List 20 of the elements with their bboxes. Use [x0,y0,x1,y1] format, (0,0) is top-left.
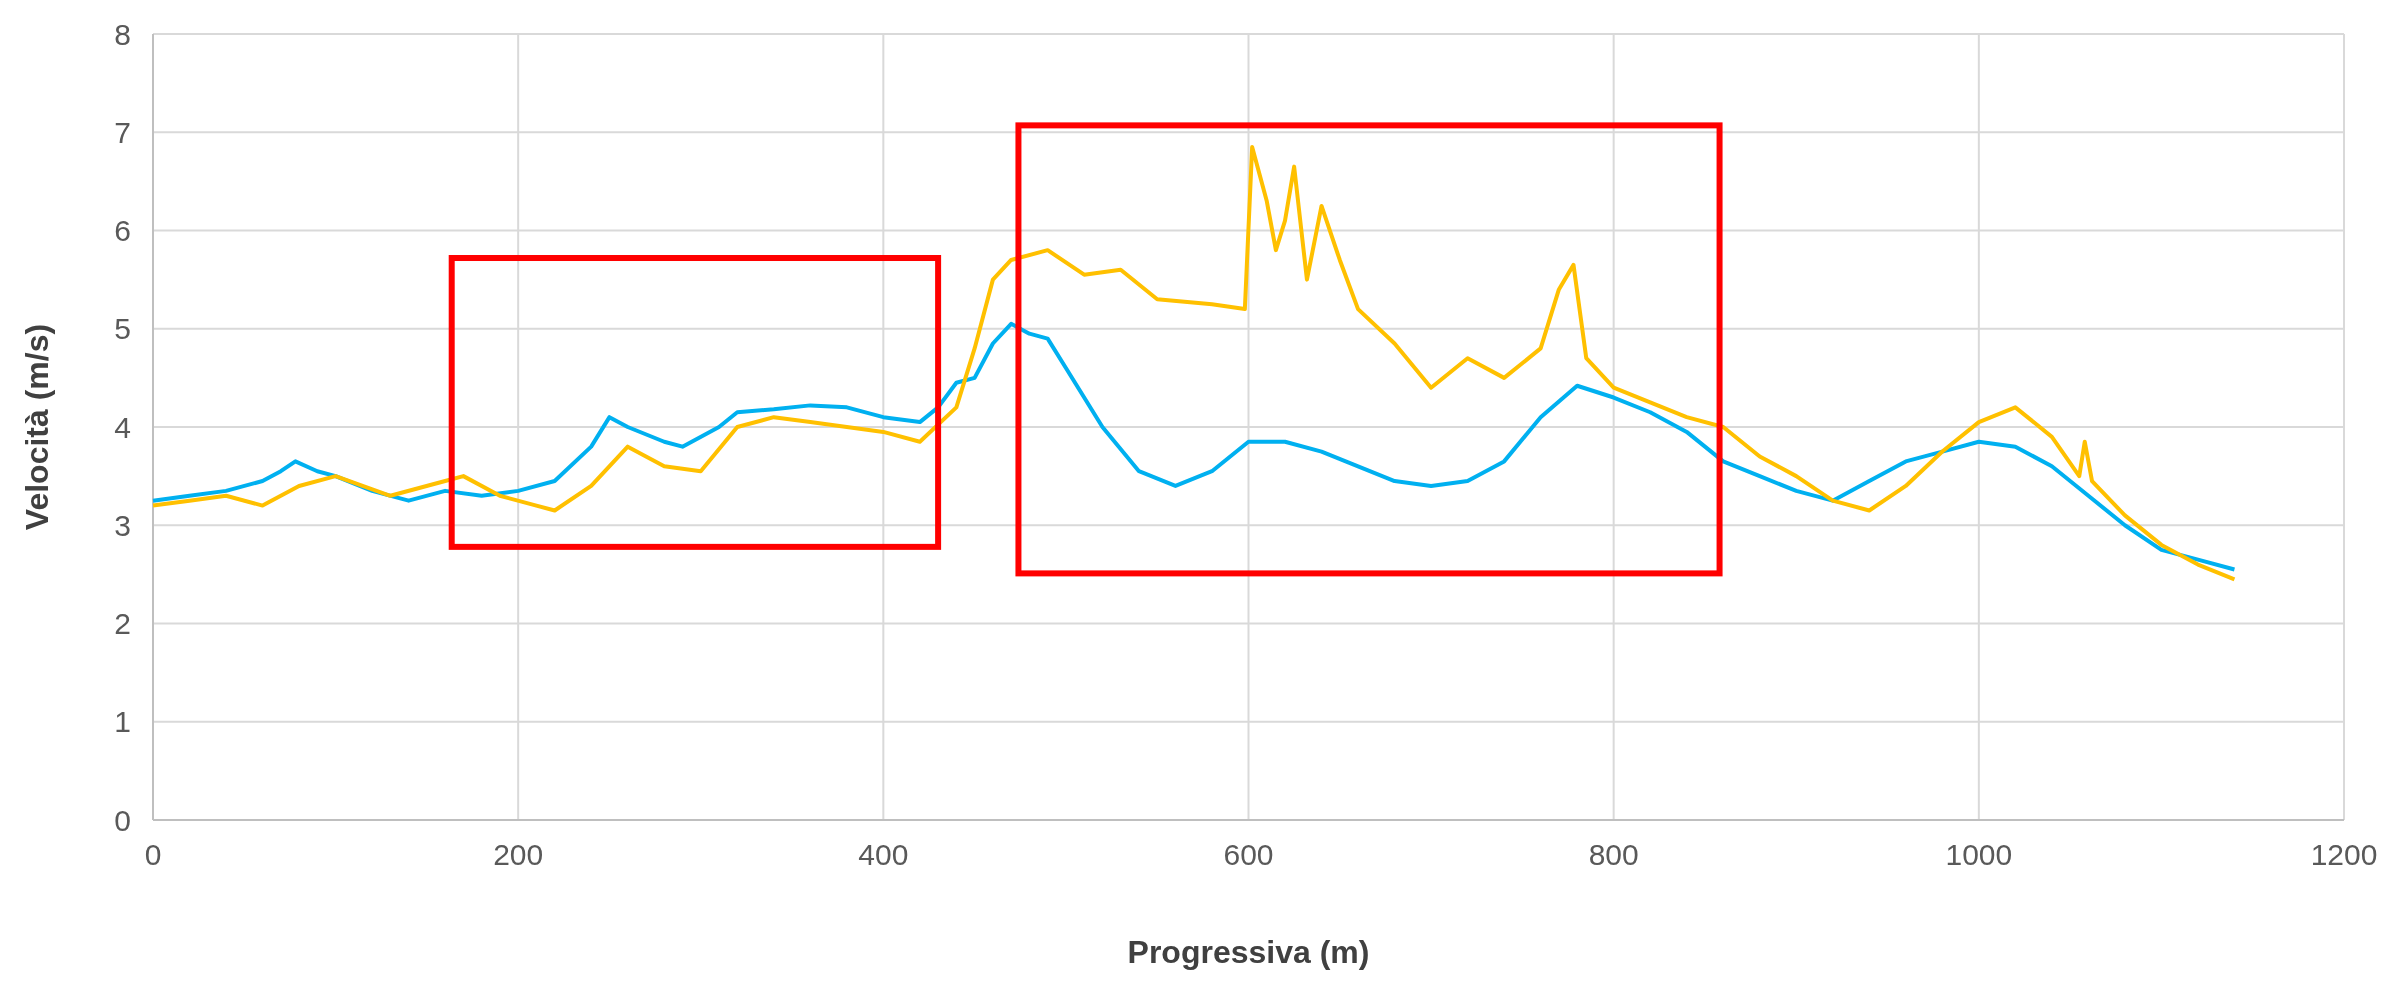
x-tick-label: 1200 [2310,838,2378,871]
y-axis-title: Velocità (m/s) [19,323,55,531]
y-tick-label: 5 [114,312,131,346]
y-tick-label: 0 [114,803,131,837]
x-tick-label: 400 [858,838,909,871]
line-series [151,144,2237,582]
x-tick-label: 800 [1588,838,1639,871]
y-tick-label: 1 [114,705,131,739]
x-tick-label: 0 [144,838,162,871]
y-tick-label: 4 [114,410,131,444]
y-tick-label: 2 [114,607,131,640]
y-tick-label: 3 [114,508,131,542]
x-tick-label: 600 [1223,838,1274,871]
x-tick-label: 200 [493,838,544,871]
x-tick-label: 1000 [1945,838,2013,871]
y-tick-label: 6 [114,214,131,247]
x-axis-title: Progressiva (m) [1127,934,1370,970]
line-series [151,321,2237,572]
y-tick-label: 8 [114,17,131,51]
y-tick-label: 7 [114,115,131,149]
